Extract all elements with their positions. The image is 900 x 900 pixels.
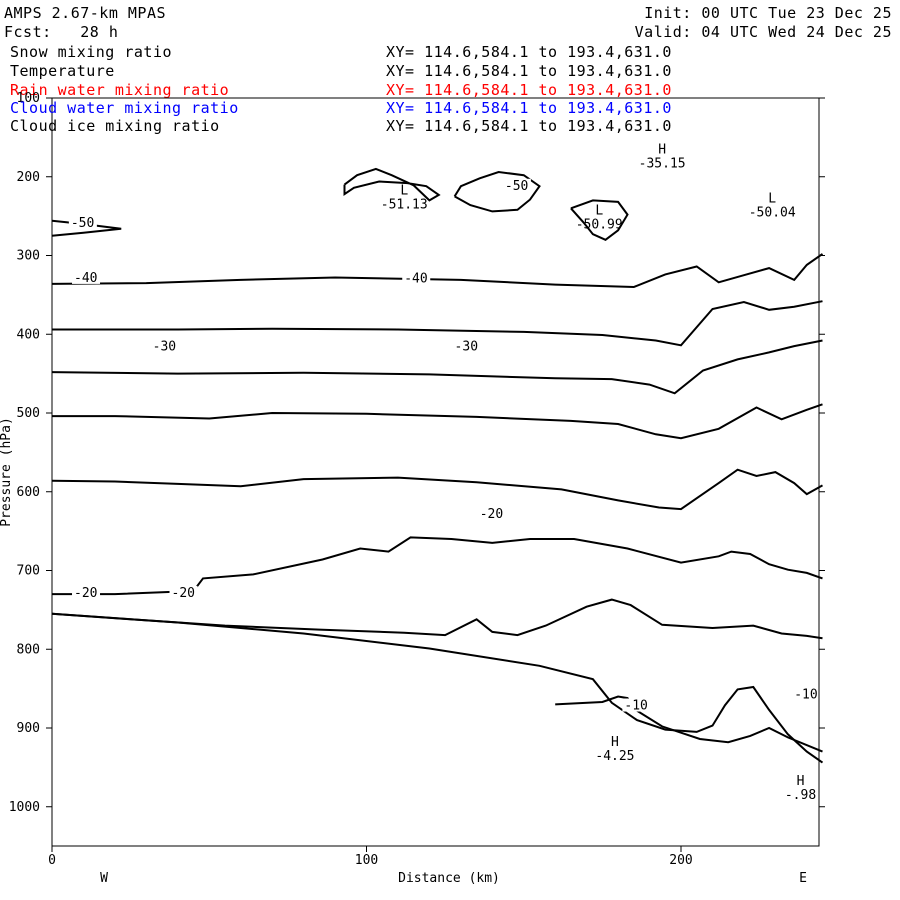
y-tick-label: 800 (17, 642, 40, 657)
y-tick-label: 600 (17, 485, 40, 500)
contour-label: -20 (480, 507, 503, 522)
x-tick-label: 100 (355, 853, 378, 868)
extremum-value: -50.99 (576, 217, 623, 232)
contour-line (453, 170, 541, 213)
y-tick-label: 500 (17, 406, 40, 421)
extremum-low-marker: L (400, 184, 408, 199)
y-tick-label: 400 (17, 327, 40, 342)
contour-label: -50 (505, 179, 528, 194)
contour-label-bg (452, 339, 481, 353)
contour-label-bg (68, 215, 97, 229)
contour-label-bg (72, 270, 101, 284)
extremum-value: -.98 (785, 788, 816, 803)
x-tick-label: 0 (48, 853, 56, 868)
contour-label: -20 (74, 586, 97, 601)
field-xy-cloud-ice: XY= 114.6,584.1 to 193.4,631.0 (386, 117, 672, 135)
extremum-high-marker: H (797, 774, 805, 789)
contour-label: -40 (74, 271, 97, 286)
extremum-low-marker: L (768, 191, 776, 206)
contour-line (555, 695, 823, 753)
extremum-value: -50.04 (749, 205, 796, 220)
contour-label: -30 (153, 339, 176, 354)
contour-line (52, 300, 823, 347)
contour-line (52, 403, 823, 440)
extremum-high-marker: H (658, 143, 666, 158)
y-tick-label: 700 (17, 564, 40, 579)
x-tick-label: 200 (669, 853, 692, 868)
contour-label: -50 (71, 216, 94, 231)
contour-label-bg (502, 178, 531, 192)
contour-line (570, 199, 629, 241)
contour-line (51, 468, 823, 511)
extremum-value: -51.13 (381, 198, 428, 213)
contour-label: -10 (624, 699, 647, 714)
contour-label-bg (402, 271, 431, 285)
extremum-value: -4.25 (595, 749, 634, 764)
x-end-label-west: W (100, 871, 108, 886)
field-xy-temperature: XY= 114.6,584.1 to 193.4,631.0 (386, 62, 672, 80)
x-axis-label: Distance (km) (398, 871, 500, 886)
contour-label: -10 (794, 688, 817, 703)
x-end-label-east: E (799, 871, 807, 886)
field-name-snow: Snow mixing ratio (10, 43, 173, 61)
contour-line (51, 219, 122, 237)
contour-label-bg (477, 507, 506, 521)
field-name-rain: Rain water mixing ratio (10, 81, 230, 99)
field-name-temperature: Temperature (10, 62, 115, 80)
contour-label-bg (150, 339, 179, 353)
contour-label: -30 (455, 339, 478, 354)
valid-time: Valid: 04 UTC Wed 24 Dec 25 (634, 23, 892, 41)
y-axis-label: Pressure (hPa) (0, 417, 14, 527)
forecast-hour: Fcst: 28 h (4, 23, 119, 41)
init-time: Init: 00 UTC Tue 23 Dec 25 (644, 4, 892, 22)
extremum-high-marker: H (611, 735, 619, 750)
extremum-value: -35.15 (639, 157, 686, 172)
extremum-low-marker: L (595, 203, 603, 218)
contour-line (52, 536, 823, 596)
field-xy-cloud-water: XY= 114.6,584.1 to 193.4,631.0 (386, 99, 672, 117)
plot-frame (51, 97, 820, 847)
field-name-cloud-ice: Cloud ice mixing ratio (10, 117, 220, 135)
contour-label: -40 (404, 272, 427, 287)
field-name-cloud-water: Cloud water mixing ratio (10, 99, 239, 117)
y-tick-label: 200 (17, 170, 40, 185)
contour-label-bg (169, 585, 198, 599)
contour-line (51, 612, 824, 764)
contour-line (51, 339, 823, 395)
field-xy-rain: XY= 114.6,584.1 to 193.4,631.0 (386, 81, 672, 99)
contour-line (343, 167, 441, 202)
model-title: AMPS 2.67-km MPAS (4, 4, 167, 22)
contour-label: -20 (172, 586, 195, 601)
contour-line (51, 598, 823, 640)
y-tick-label: 900 (17, 721, 40, 736)
contour-line (51, 253, 824, 289)
contour-label-bg (72, 585, 101, 599)
contour-label-bg (622, 698, 651, 712)
y-tick-label: 1000 (9, 800, 40, 815)
contour-label-bg (792, 687, 821, 701)
y-tick-label: 300 (17, 249, 40, 264)
y-tick-label: 100 (17, 91, 40, 106)
field-xy-snow: XY= 114.6,584.1 to 193.4,631.0 (386, 43, 672, 61)
